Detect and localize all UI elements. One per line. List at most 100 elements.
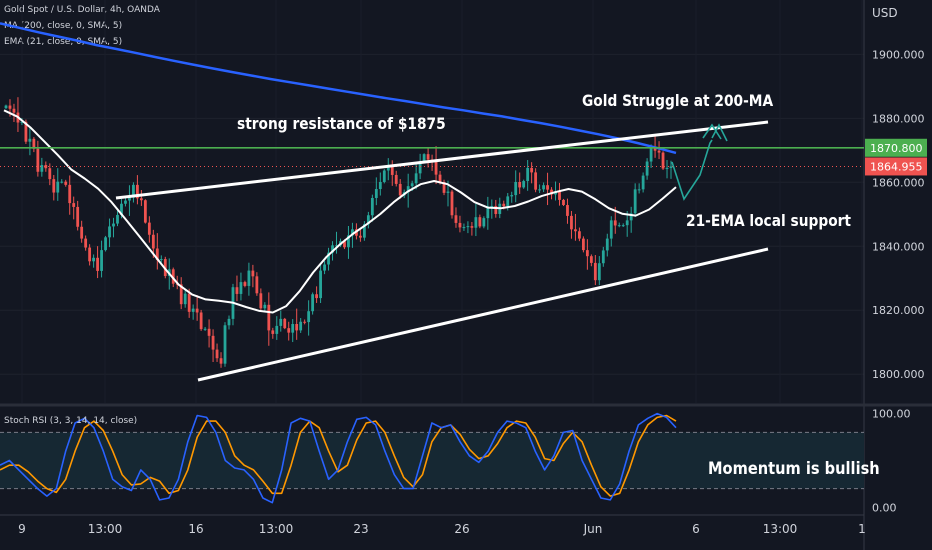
candle-body — [633, 189, 637, 214]
candle-body — [589, 256, 593, 263]
candle-body — [562, 199, 565, 206]
candle-body — [621, 225, 625, 227]
candle-body — [522, 181, 526, 188]
candle-body — [478, 217, 482, 227]
candle-body — [303, 321, 307, 323]
candle-body — [386, 165, 390, 171]
y-tick-label: 1800.000 — [872, 368, 925, 381]
candle-body — [291, 323, 295, 333]
candle-body — [406, 186, 410, 193]
candle-body — [665, 167, 669, 169]
candle-body — [24, 121, 28, 142]
candle-body — [462, 227, 466, 229]
candle-body — [490, 205, 494, 207]
support-trendline[interactable] — [197, 247, 769, 382]
candle-body — [211, 335, 215, 350]
candle-body — [36, 148, 40, 172]
axes: 1800.000 1820.000 1840.000 1860.000 1880.000… — [18, 48, 927, 536]
candle-body — [335, 245, 338, 247]
candle-body — [486, 206, 490, 219]
candle-body — [132, 184, 135, 198]
stoch-y-tick-label: 100.00 — [872, 408, 911, 421]
price-label: 1864.955 — [870, 160, 923, 173]
candle-body — [275, 325, 279, 334]
candle-body — [319, 270, 322, 299]
symbol-legend: Gold Spot / U.S. Dollar, 4h, OANDA — [4, 5, 160, 15]
candle-body — [128, 197, 131, 201]
candle-body — [4, 105, 8, 109]
candle-body — [207, 328, 211, 336]
candle-body — [574, 229, 577, 232]
candle-body — [139, 198, 143, 201]
candle-body — [374, 189, 378, 198]
candle-body — [88, 247, 92, 262]
candle-body — [597, 263, 601, 281]
candle-body — [625, 220, 629, 226]
candle-body — [550, 189, 553, 195]
candle-body — [538, 189, 541, 191]
candle-body — [195, 308, 199, 313]
candle-body — [279, 318, 283, 326]
candle-body — [84, 238, 88, 248]
candle-body — [299, 321, 303, 331]
candle-body — [657, 150, 661, 153]
candle-body — [343, 241, 346, 248]
candle-body — [92, 257, 96, 262]
candle-body — [458, 222, 462, 228]
candle-body — [72, 203, 76, 207]
candle-body — [263, 304, 267, 309]
candle-body — [546, 185, 549, 190]
candle-body — [661, 152, 665, 169]
x-tick-label: 6 — [692, 522, 700, 536]
candle-body — [255, 276, 259, 294]
candle-body — [414, 173, 418, 184]
candle-body — [351, 229, 354, 236]
candle-body — [645, 161, 649, 176]
upper-trendline[interactable] — [115, 120, 769, 200]
candle-body — [191, 308, 195, 312]
price-pane — [0, 22, 864, 368]
candle-body — [183, 293, 187, 305]
y-tick-label: 1840.000 — [872, 240, 925, 253]
candle-body — [307, 311, 311, 323]
price-label-box — [865, 157, 927, 176]
candle-body — [510, 195, 514, 197]
candle-body — [251, 270, 255, 277]
candle-body — [40, 165, 44, 172]
candle-body — [378, 181, 382, 190]
candle-body — [530, 167, 534, 173]
candle-body — [323, 264, 326, 271]
candle-body — [112, 223, 115, 227]
candle-body — [609, 220, 613, 239]
candle-body — [514, 181, 518, 196]
candle-body — [124, 200, 127, 204]
candle-body — [601, 250, 605, 264]
candle-body — [271, 330, 275, 334]
momentum-annotation: Momentum is bullish — [708, 459, 880, 479]
candle-body — [566, 205, 569, 216]
candle-body — [593, 262, 597, 281]
candle-body — [434, 161, 438, 175]
candle-body — [518, 181, 522, 188]
candle-body — [96, 257, 99, 271]
stoch-rsi-legend: Stoch RSI (3, 3, 14, 14, close) — [4, 416, 138, 426]
candle-body — [418, 162, 422, 174]
candle-body — [669, 166, 673, 168]
candle-body — [120, 203, 123, 215]
price-label: 1870.800 — [870, 142, 923, 155]
candle-body — [219, 358, 223, 364]
candle-body — [470, 226, 474, 228]
candle-body — [56, 181, 60, 193]
x-tick-label: 23 — [353, 522, 368, 536]
candle-body — [311, 294, 315, 312]
candle-body — [474, 217, 478, 228]
x-tick-label: 26 — [454, 522, 469, 536]
candle-body — [581, 238, 585, 251]
candle-body — [179, 284, 183, 305]
candle-body — [442, 181, 446, 193]
y-tick-label: 1860.000 — [872, 176, 925, 189]
candle-body — [239, 282, 243, 294]
x-tick-label: 9 — [18, 522, 26, 536]
candle-body — [331, 245, 334, 253]
